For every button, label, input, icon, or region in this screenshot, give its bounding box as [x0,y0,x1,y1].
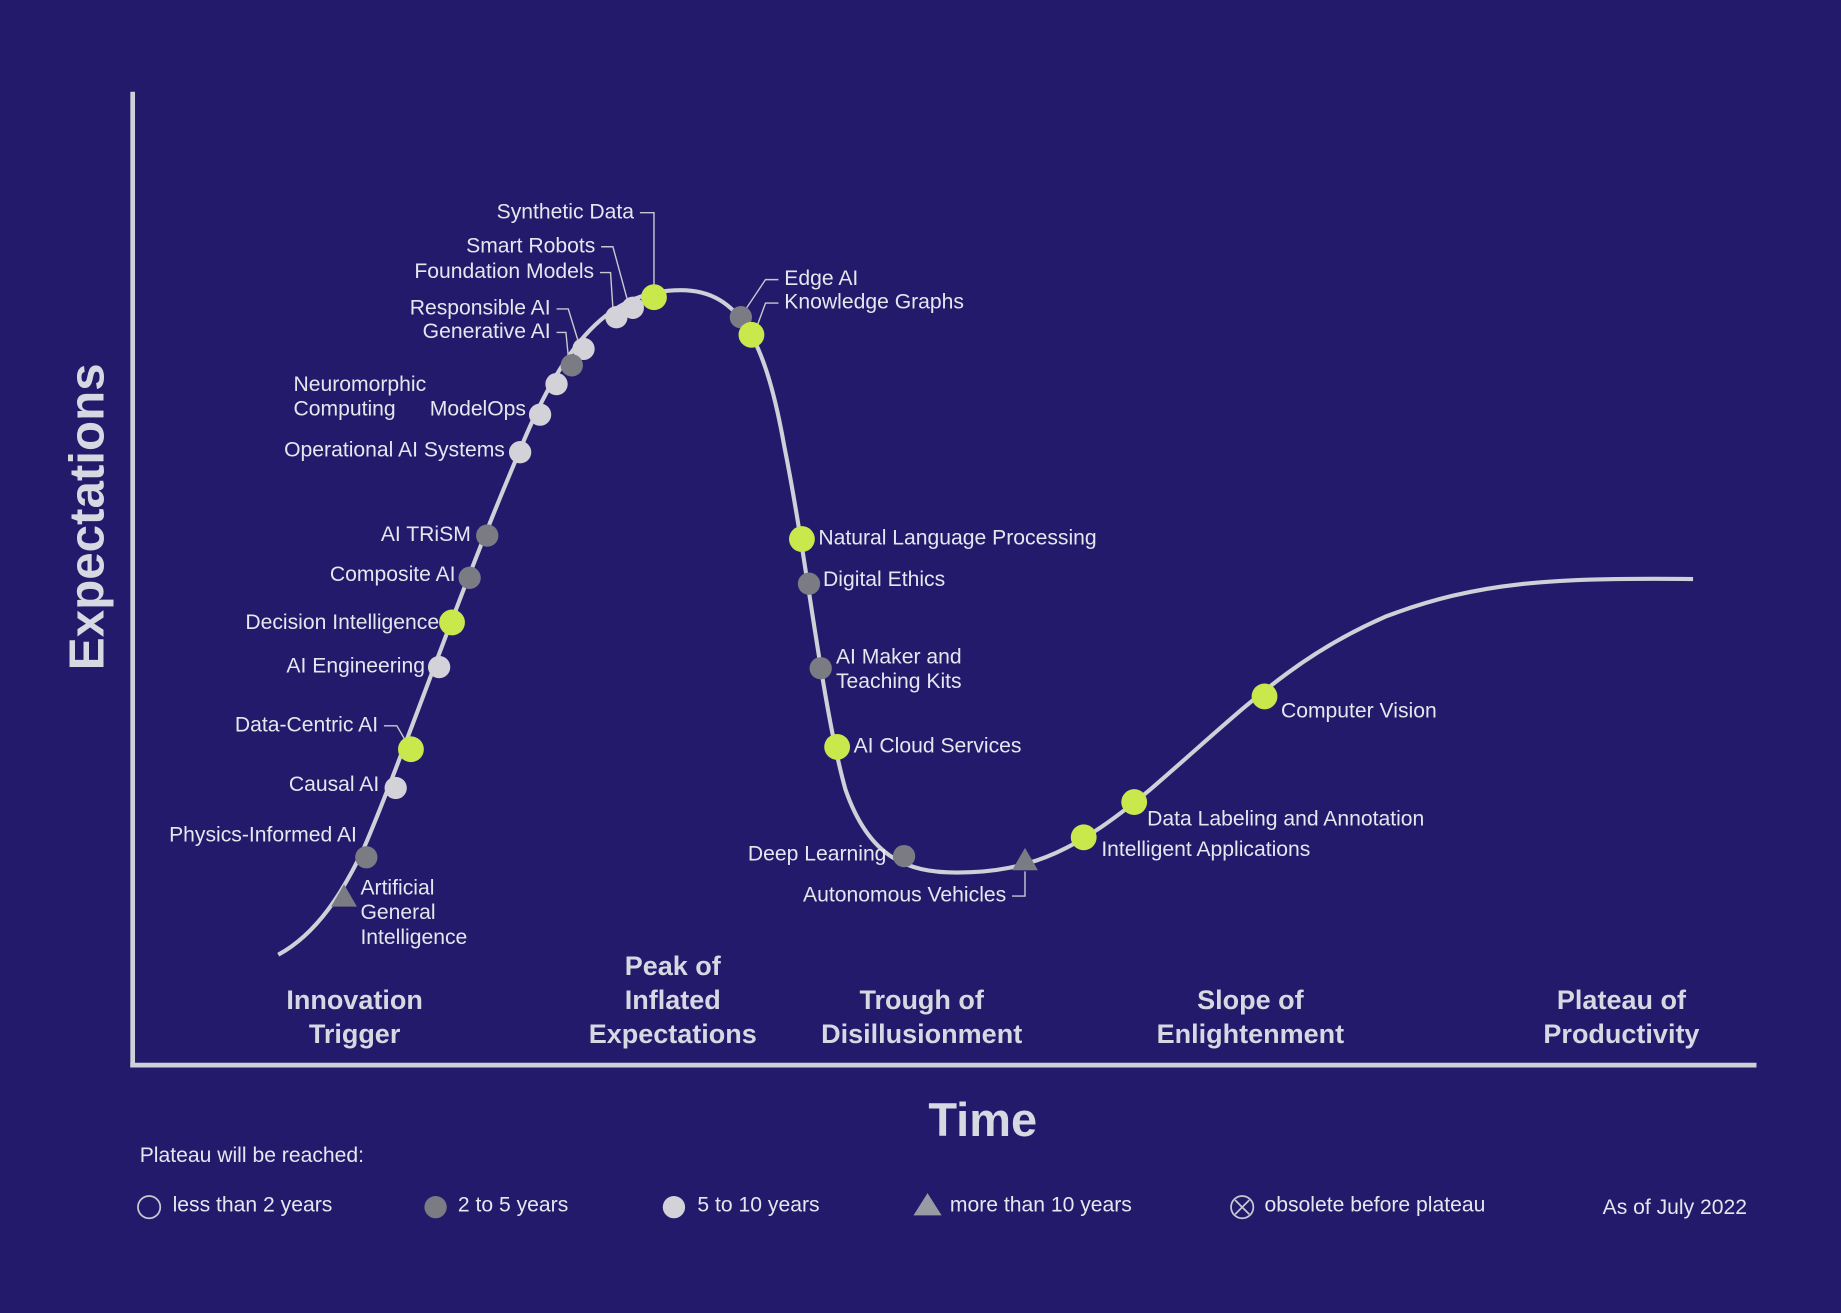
node-label: Autonomous Vehicles [803,884,1006,907]
leader-line [756,302,779,326]
node-marker [1012,847,1038,871]
phase-label: Trough of [859,985,984,1015]
node-label: Digital Ethics [823,568,945,591]
leader-line [556,331,569,356]
node-marker [809,657,832,680]
legend-title: Plateau will be reached: [140,1144,364,1167]
node-label: Deep Learning [748,843,887,866]
node-marker [1070,824,1097,851]
node-label: Decision Intelligence [245,611,439,634]
phase-label: Productivity [1543,1019,1699,1049]
legend-marker [662,1196,686,1219]
node-label: Edge AI [784,267,858,290]
node-label: AI Maker and [836,645,962,668]
leader-line [746,278,779,309]
node-label: AI Engineering [286,655,425,678]
leader-line [601,246,628,299]
node-label: Operational AI Systems [284,439,505,462]
node-label: Smart Robots [466,234,595,257]
node-label: Natural Language Processing [818,527,1096,550]
legend-label: less than 2 years [173,1194,333,1217]
legend-label: 5 to 10 years [697,1194,819,1217]
phase-label: Plateau of [1557,985,1687,1015]
node-marker [729,306,753,329]
node-marker [892,844,916,868]
y-axis-title: Expectations [59,363,114,670]
node-marker [439,609,465,636]
node-label: Artificial [360,877,434,900]
node-label: Synthetic Data [497,200,635,223]
node-label: Generative AI [423,320,551,343]
node-label: Intelligence [360,926,467,949]
node-label: ModelOps [430,398,526,421]
x-axis-title: Time [928,1093,1037,1146]
node-label: Data Labeling and Annotation [1147,807,1424,830]
node-marker [398,736,424,763]
node-label: Computing [294,398,396,421]
phase-label: Innovation [286,985,423,1015]
phase-label: Trigger [309,1019,401,1049]
legend-marker [1234,1199,1250,1215]
node-marker [797,572,821,595]
node-label: Computer Vision [1281,699,1437,722]
legend-label: more than 10 years [950,1194,1132,1217]
phase-label: Peak of [625,951,722,981]
node-label: Responsible AI [410,297,551,320]
node-marker [621,296,644,319]
node-label: Causal AI [289,773,379,796]
leader-line [599,271,614,308]
legend-marker [424,1196,447,1219]
phase-label: Disillusionment [821,1019,1022,1049]
node-marker [508,441,532,464]
node-label: Intelligent Applications [1101,838,1310,861]
node-marker [572,337,595,361]
leader-line [383,725,406,741]
node-marker [384,776,407,800]
node-marker [641,284,667,311]
node-label: Knowledge Graphs [784,291,964,314]
node-marker [605,306,628,329]
node-marker [331,884,357,907]
node-marker [1251,683,1278,710]
node-label: Foundation Models [414,260,594,283]
legend-label: 2 to 5 years [458,1194,568,1217]
node-marker [476,524,499,547]
node-marker [1121,789,1148,816]
leader-line [556,308,579,340]
node-marker [560,354,583,377]
node-marker [528,403,552,426]
as-of-date: As of July 2022 [1603,1196,1747,1219]
legend-marker [137,1195,162,1220]
node-label: Neuromorphic [294,373,427,396]
node-marker [789,526,815,553]
node-label: Teaching Kits [836,670,962,693]
legend-marker [913,1193,942,1216]
node-marker [458,566,481,589]
node-marker [545,372,568,396]
node-label: AI TRiSM [381,523,471,546]
node-marker [427,655,451,679]
node-marker [738,321,765,348]
node-label: Composite AI [330,563,456,586]
phase-label: Enlightenment [1157,1019,1345,1049]
phase-label: Slope of [1197,985,1305,1015]
node-label: Physics-Informed AI [169,824,357,847]
legend-label: obsolete before plateau [1265,1194,1486,1217]
node-label: Data-Centric AI [235,713,378,736]
node-label: AI Cloud Services [854,734,1022,757]
phase-label: Expectations [589,1019,757,1049]
legend-marker [1230,1195,1255,1220]
leader-line [1012,871,1026,897]
node-marker [355,846,378,869]
node-label: General [360,901,435,924]
node-marker [824,733,851,760]
leader-line [639,211,655,286]
phase-label: Inflated [625,985,721,1015]
